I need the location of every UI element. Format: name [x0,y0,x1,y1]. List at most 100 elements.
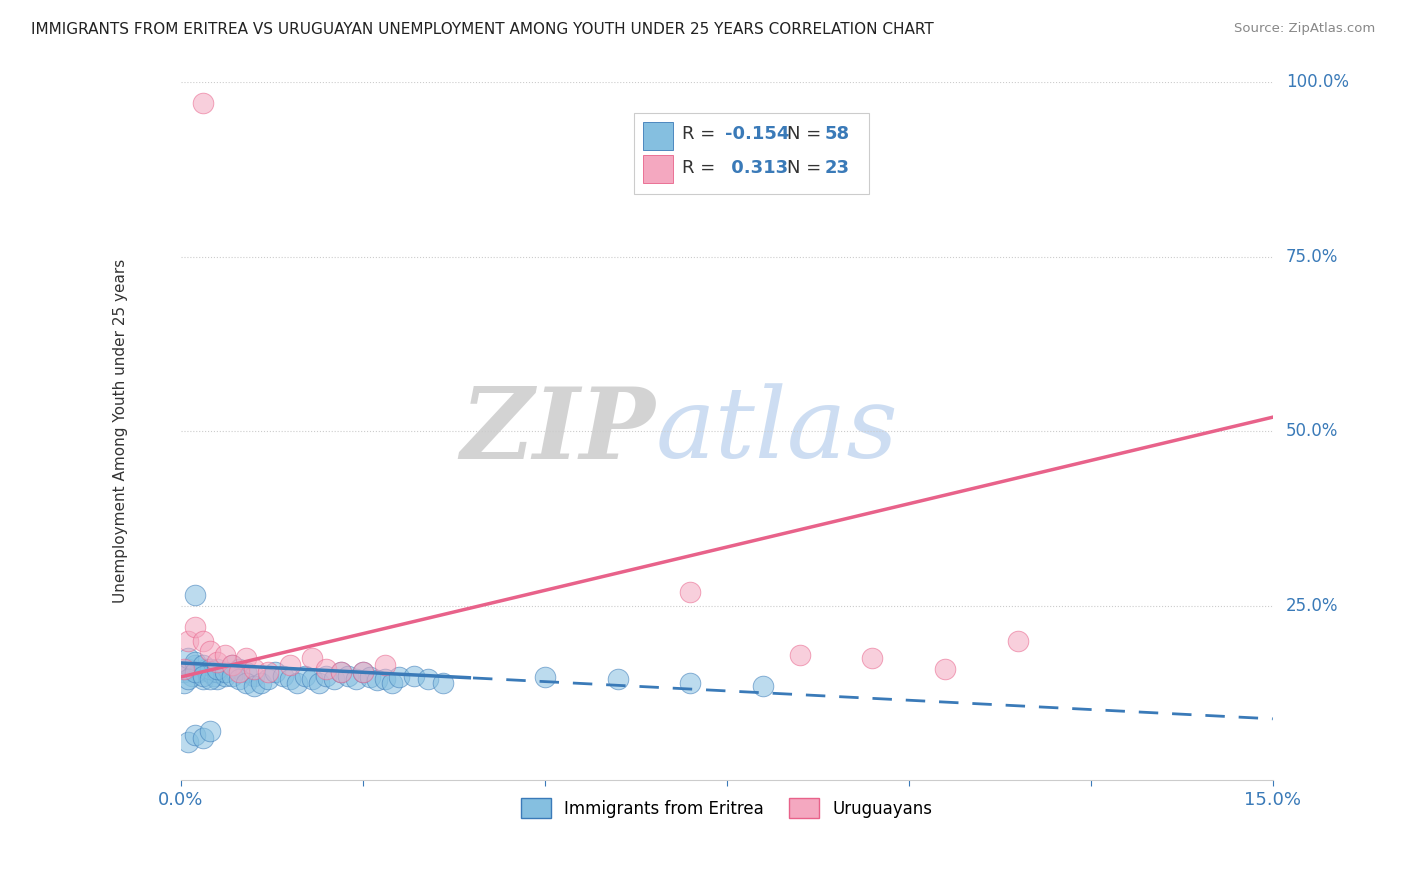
Point [679,584,702,599]
Text: 100.0%: 100.0% [1286,73,1348,91]
Point [235,665,257,679]
Text: IMMIGRANTS FROM ERITREA VS URUGUAYAN UNEMPLOYMENT AMONG YOUTH UNDER 25 YEARS COR: IMMIGRANTS FROM ERITREA VS URUGUAYAN UNE… [31,22,934,37]
Point [315,662,337,676]
Legend: Immigrants from Eritrea, Uruguayans: Immigrants from Eritrea, Uruguayans [515,792,939,824]
Text: ZIP: ZIP [461,383,655,479]
Point [214,648,236,662]
FancyBboxPatch shape [643,155,673,183]
Point [177,672,200,686]
Point [860,651,883,665]
Point [308,675,330,690]
Point [374,672,396,686]
Point [294,668,316,682]
Point [418,672,440,686]
Point [184,728,207,742]
Text: N =: N = [787,159,827,177]
Point [173,662,195,676]
Point [301,672,323,686]
Point [337,668,360,682]
Text: Source: ZipAtlas.com: Source: ZipAtlas.com [1234,22,1375,36]
Point [207,662,229,676]
Point [184,620,207,634]
Point [235,675,257,690]
Text: 75.0%: 75.0% [1286,248,1339,266]
Text: atlas: atlas [655,384,898,479]
Text: 0.313: 0.313 [724,159,787,177]
Point [221,658,243,673]
Point [177,651,200,665]
Point [359,670,381,684]
Point [198,662,221,676]
Point [366,673,388,688]
Point [679,675,702,690]
Point [214,668,236,682]
Point [242,679,264,693]
Point [188,665,211,679]
Point [184,665,207,679]
Text: 25.0%: 25.0% [1286,597,1339,615]
Point [191,633,214,648]
Point [264,665,287,679]
Text: N =: N = [787,126,827,144]
Point [191,672,214,686]
Point [207,665,229,679]
Text: 50.0%: 50.0% [1286,422,1339,440]
Point [315,668,337,682]
Point [242,662,264,676]
Point [198,644,221,658]
Point [322,672,344,686]
Point [177,633,200,648]
FancyBboxPatch shape [634,113,869,194]
Point [195,662,218,676]
Point [177,662,200,676]
Point [180,668,202,682]
Text: R =: R = [682,126,721,144]
Point [352,665,374,679]
Point [198,665,221,679]
Point [271,668,294,682]
Point [285,675,308,690]
Point [934,662,956,676]
Point [221,668,243,682]
Point [242,668,264,682]
Point [257,665,280,679]
Point [228,662,250,676]
Text: R =: R = [682,159,721,177]
Text: 23: 23 [825,159,851,177]
Point [228,665,250,679]
Point [330,665,353,679]
Point [228,672,250,686]
Point [402,668,425,682]
Point [374,658,396,673]
Point [1007,633,1029,648]
Point [214,665,236,679]
Point [344,672,367,686]
Point [533,670,555,684]
Point [221,658,243,673]
Point [173,675,195,690]
Point [330,665,353,679]
Text: Unemployment Among Youth under 25 years: Unemployment Among Youth under 25 years [114,259,128,603]
Point [198,672,221,686]
Point [789,648,811,662]
Point [388,670,411,684]
Point [191,95,214,110]
Point [432,675,454,690]
Point [207,672,229,686]
Text: -0.154: -0.154 [724,126,789,144]
FancyBboxPatch shape [643,122,673,150]
Point [250,675,273,690]
Point [257,672,280,686]
Point [198,724,221,739]
Point [301,651,323,665]
Point [191,668,214,682]
Point [278,672,301,686]
Point [184,588,207,602]
Text: 58: 58 [825,126,851,144]
Point [752,679,775,693]
Point [278,658,301,673]
Point [173,665,195,679]
Point [202,668,225,682]
Point [184,658,207,673]
Point [352,665,374,679]
